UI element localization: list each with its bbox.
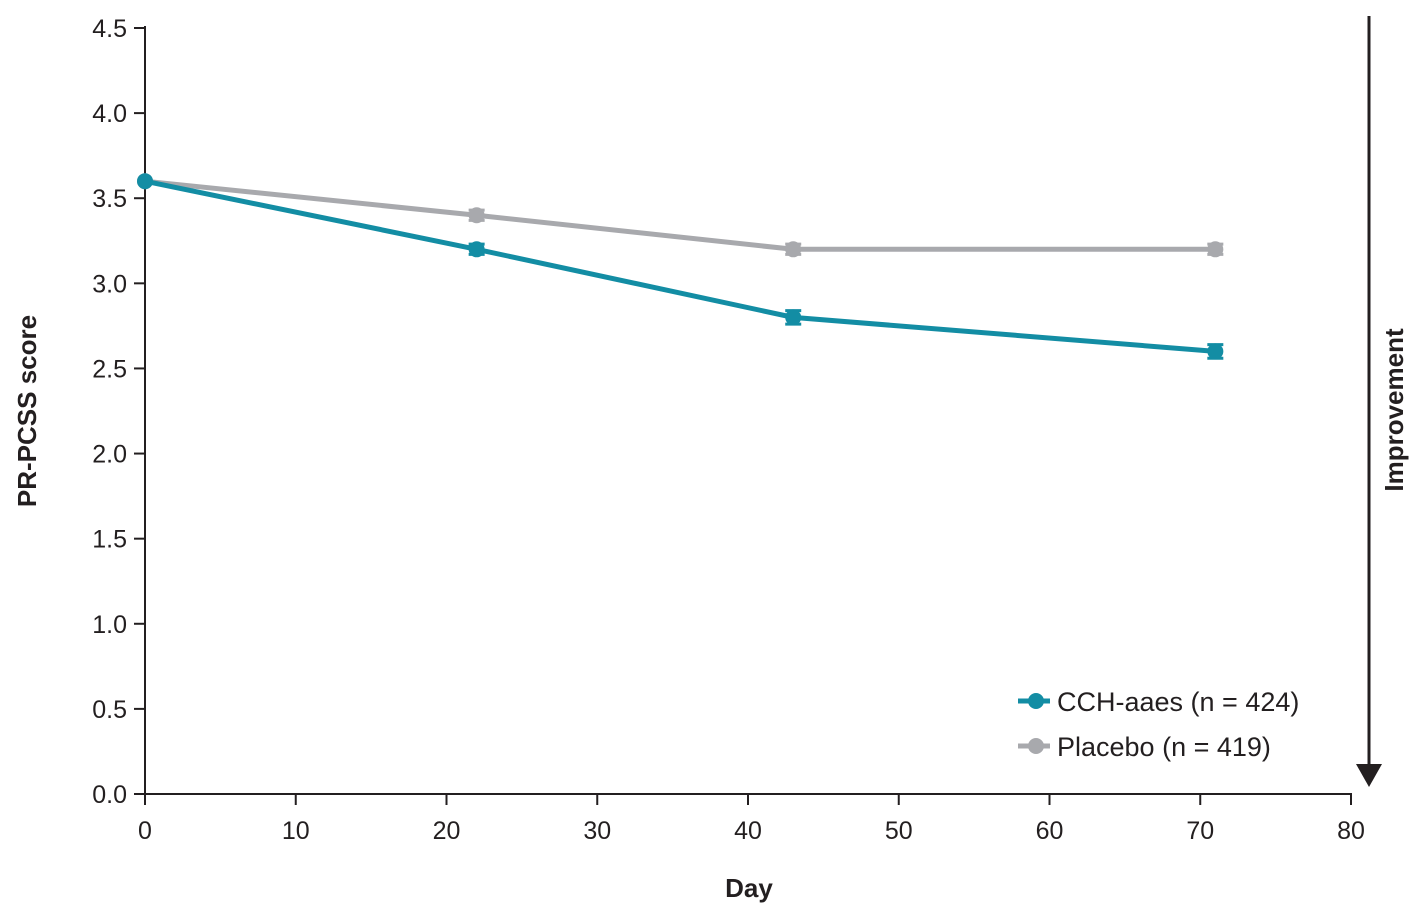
improvement-arrow-head-icon — [1356, 764, 1382, 787]
x-axis-ticks: 0 10 20 30 40 50 60 70 80 — [138, 794, 1365, 845]
y-tick-label: 0.5 — [92, 696, 127, 724]
x-tick-label: 60 — [1036, 817, 1064, 845]
improvement-annotation: Improvement — [1356, 16, 1409, 787]
series-cch-aaes — [137, 173, 1224, 360]
legend: CCH-aaes (n = 424) Placebo (n = 419) — [1018, 687, 1299, 762]
y-axis-ticks: 0.0 0.5 1.0 1.5 2.0 2.5 3.0 3.5 4.0 4.5 — [92, 15, 145, 809]
x-tick-label: 0 — [138, 817, 152, 845]
y-tick-label: 3.5 — [92, 185, 127, 213]
legend-swatch-marker — [1028, 693, 1044, 709]
data-point — [137, 173, 153, 190]
y-tick-label: 0.0 — [92, 781, 127, 809]
x-tick-label: 20 — [433, 817, 461, 845]
x-tick-label: 40 — [734, 817, 762, 845]
x-tick-label: 80 — [1337, 817, 1365, 845]
x-tick-label: 50 — [885, 817, 913, 845]
legend-swatch-marker — [1028, 738, 1044, 754]
y-tick-label: 3.0 — [92, 270, 127, 298]
y-tick-label: 4.5 — [92, 15, 127, 43]
x-axis-title: Day — [725, 873, 773, 903]
y-tick-label: 2.5 — [92, 355, 127, 383]
y-tick-label: 4.0 — [92, 100, 127, 128]
legend-label: CCH-aaes (n = 424) — [1057, 687, 1299, 717]
axes: 0.0 0.5 1.0 1.5 2.0 2.5 3.0 3.5 4.0 4.5 0 10 20 30 40… — [92, 15, 1365, 845]
x-tick-label: 70 — [1186, 817, 1214, 845]
data-point — [468, 207, 485, 224]
data-point — [785, 241, 802, 258]
y-axis-title: PR-PCSS score — [12, 315, 42, 507]
series-line — [144, 178, 1216, 354]
x-tick-label: 30 — [583, 817, 611, 845]
series-line — [144, 178, 1216, 252]
series-layer — [137, 173, 1224, 360]
data-point — [468, 241, 485, 258]
improvement-label: Improvement — [1379, 328, 1409, 492]
y-tick-label: 1.0 — [92, 611, 127, 639]
y-tick-label: 1.5 — [92, 526, 127, 554]
x-tick-label: 10 — [282, 817, 310, 845]
data-point — [1207, 343, 1224, 360]
legend-item: CCH-aaes (n = 424) — [1018, 687, 1299, 717]
legend-label: Placebo (n = 419) — [1057, 732, 1271, 762]
data-point — [1207, 241, 1224, 258]
y-tick-label: 2.0 — [92, 441, 127, 469]
data-point — [785, 309, 802, 326]
legend-item: Placebo (n = 419) — [1018, 732, 1271, 762]
